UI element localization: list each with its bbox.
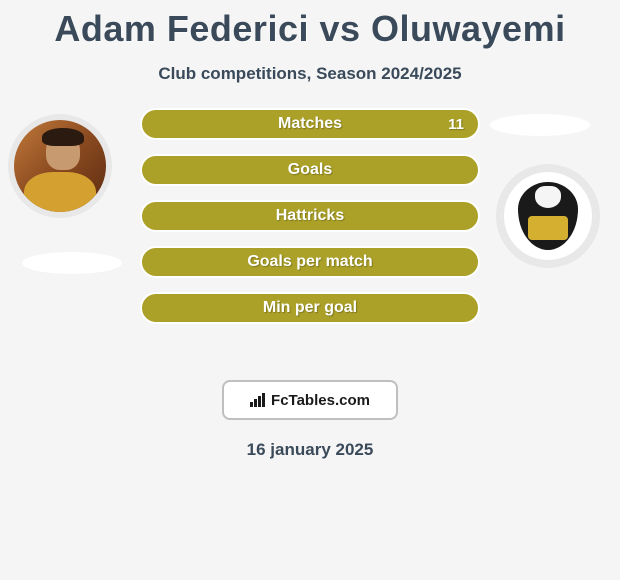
stat-value-right: 11 bbox=[448, 116, 464, 133]
stat-label: Min per goal bbox=[263, 299, 357, 317]
stat-row-hattricks: Hattricks bbox=[140, 200, 480, 232]
stat-label: Goals per match bbox=[247, 253, 372, 271]
stats-column: Matches 11 Goals Hattricks Goals per mat… bbox=[140, 108, 480, 338]
stat-oval-right bbox=[490, 114, 590, 136]
club-crest-icon bbox=[504, 172, 592, 260]
footer-date: 16 january 2025 bbox=[0, 440, 620, 460]
stat-row-goals-per-match: Goals per match bbox=[140, 246, 480, 278]
source-badge[interactable]: FcTables.com bbox=[222, 380, 398, 420]
stat-label: Goals bbox=[288, 161, 332, 179]
page-title: Adam Federici vs Oluwayemi bbox=[0, 0, 620, 50]
player-right-avatar bbox=[496, 164, 600, 268]
stat-row-goals: Goals bbox=[140, 154, 480, 186]
source-badge-label: FcTables.com bbox=[250, 392, 370, 409]
source-badge-text: FcTables.com bbox=[271, 392, 370, 409]
stat-row-min-per-goal: Min per goal bbox=[140, 292, 480, 324]
comparison-body: Matches 11 Goals Hattricks Goals per mat… bbox=[0, 114, 620, 374]
stat-row-matches: Matches 11 bbox=[140, 108, 480, 140]
stat-label: Hattricks bbox=[276, 207, 344, 225]
comparison-card: Adam Federici vs Oluwayemi Club competit… bbox=[0, 0, 620, 580]
page-subtitle: Club competitions, Season 2024/2025 bbox=[0, 64, 620, 84]
player-photo-icon bbox=[14, 120, 106, 212]
player-left-avatar bbox=[8, 114, 112, 218]
bar-chart-icon bbox=[250, 393, 265, 407]
stat-oval-left bbox=[22, 252, 122, 274]
stat-label: Matches bbox=[278, 115, 342, 133]
